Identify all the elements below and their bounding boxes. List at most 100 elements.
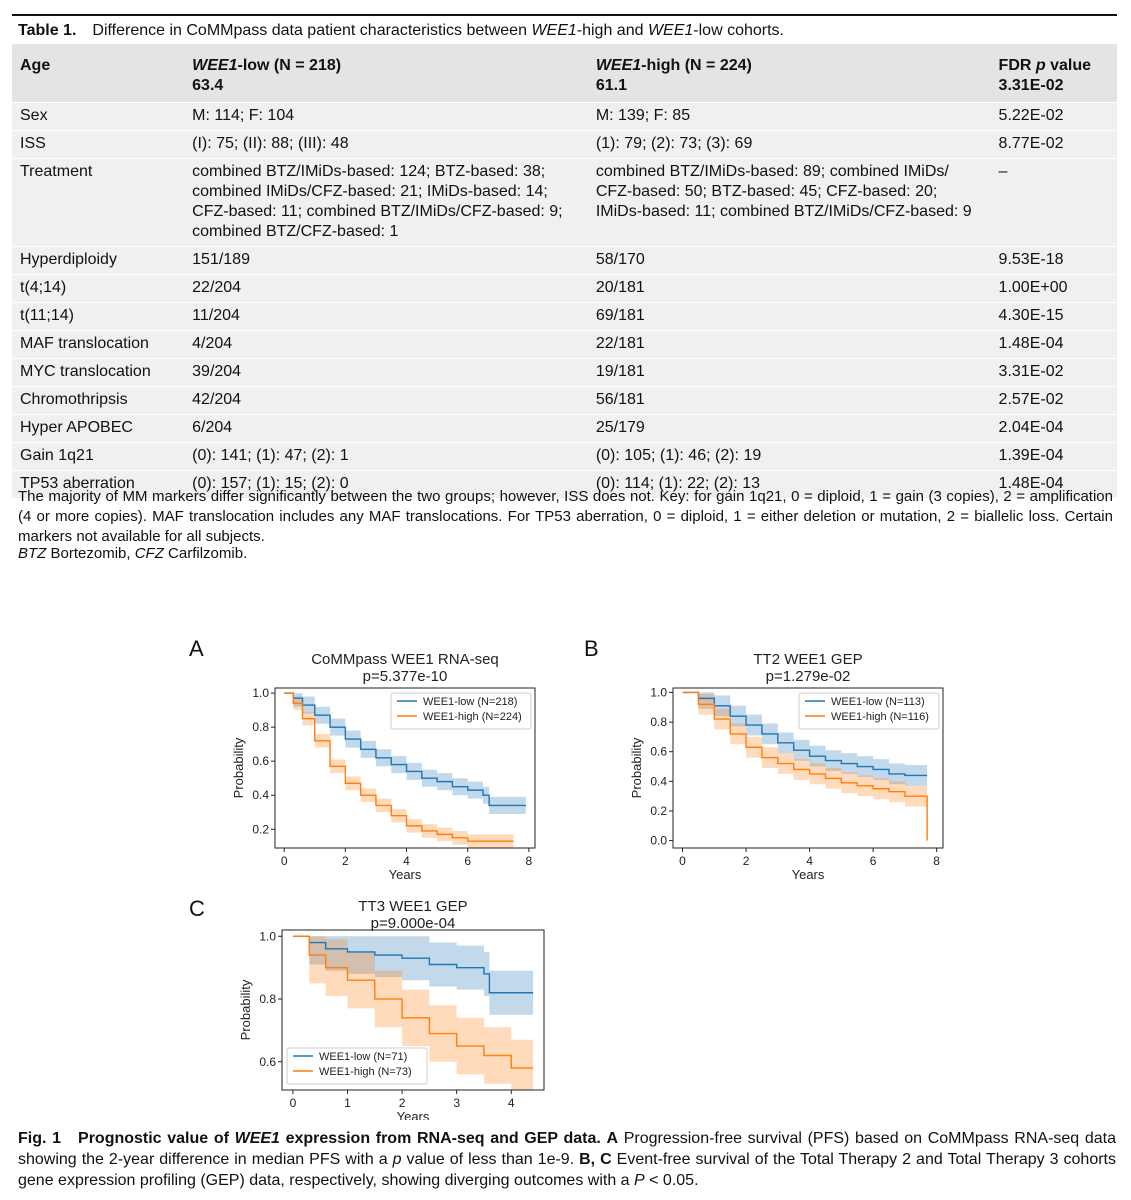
row-low: M: 114; F: 104 [184, 102, 588, 131]
table-row: ISS (I): 75; (II): 88; (III): 48 (1): 79; … [12, 130, 1117, 159]
panel-b-xtick-label: 4 [806, 854, 813, 868]
panel-c-xlabel: Years [397, 1109, 430, 1120]
row-fdr: 2.57E-02 [990, 386, 1117, 415]
row-fdr: – [990, 158, 1117, 247]
row-high: 20/181 [587, 274, 991, 303]
panel-b-ytick-label: 0.6 [650, 745, 667, 759]
row-high: 22/181 [587, 330, 991, 359]
table-row: MYC translocation 39/204 19/181 3.31E-02 [12, 358, 1117, 387]
row-high: (0): 114; (1): 22; (2): 13 [587, 470, 991, 498]
table-row: t(11;14) 11/204 69/181 4.30E-15 [12, 302, 1117, 331]
panel-a-subtitle: p=5.377e-10 [363, 668, 448, 685]
panel-b-xtick-label: 6 [870, 854, 877, 868]
row-label: Hyperdiploidy [12, 246, 185, 275]
panel-b-ytick-label: 0.4 [650, 774, 667, 788]
row-high: 58/170 [587, 246, 991, 275]
panel-c-legend-entry-0: WEE1-low (N=71) [319, 1051, 407, 1063]
table-row: Hyper APOBEC 6/204 25/179 2.04E-04 [12, 414, 1117, 443]
row-low: 6/204 [184, 414, 588, 443]
panel-a-ytick-label: 1.0 [252, 686, 269, 700]
row-fdr: 1.48E-04 [990, 330, 1117, 359]
panel-b-subtitle: p=1.279e-02 [766, 668, 851, 685]
panel-b-series-1-ci-band [682, 692, 928, 848]
table-row: Hyperdiploidy 151/189 58/170 9.53E-18 [12, 246, 1117, 275]
row-high: 25/179 [587, 414, 991, 443]
row-high: M: 139; F: 85 [587, 102, 991, 131]
row-fdr: 5.22E-02 [990, 102, 1117, 131]
panel-a-series-1-line [284, 692, 514, 842]
panel-a-xtick-label: 6 [464, 854, 471, 868]
panel-a-series-1-ci-band [284, 693, 514, 848]
panel-a-xtick-label: 2 [342, 854, 349, 868]
panel-c-xtick-label: 3 [453, 1096, 460, 1110]
row-low: (0): 141; (1): 47; (2): 1 [184, 442, 588, 471]
row-fdr: 4.30E-15 [990, 302, 1117, 331]
panel-c-series-0-ci-band [292, 936, 534, 1015]
row-fdr: 8.77E-02 [990, 130, 1117, 159]
row-fdr: 2.04E-04 [990, 414, 1117, 443]
table-top-rule [12, 14, 1117, 16]
panel-b-xlabel: Years [792, 867, 825, 882]
row-label: TP53 aberration [12, 470, 185, 498]
panel-c-legend-box [286, 1047, 428, 1085]
row-low: 11/204 [184, 302, 588, 331]
table-row: t(4;14) 22/204 20/181 1.00E+00 [12, 274, 1117, 303]
panel-b-series-1-line [682, 691, 928, 841]
panel-b-axes-frame [672, 687, 944, 849]
header-high: WEE1-high (N = 224) 61.1 [595, 57, 752, 94]
panel-c-series-1-ci-band [292, 936, 534, 1090]
panel-b-ytick-label: 0.8 [650, 715, 667, 729]
table-row: TP53 aberration (0): 157; (1): 15; (2): 0… [12, 470, 1117, 498]
panel-b-series-0-line [682, 691, 928, 777]
panel-c-ytick-label: 1.0 [259, 929, 276, 943]
row-low: 22/204 [184, 274, 588, 303]
panel-b-ytick-label: 0.2 [650, 804, 667, 818]
table-label: Table 1. [18, 22, 77, 39]
row-low: (0): 157; (1): 15; (2): 0 [184, 470, 588, 498]
row-fdr: 1.00E+00 [990, 274, 1117, 303]
row-low: 42/204 [184, 386, 588, 415]
row-low: 151/189 [184, 246, 588, 275]
row-high: 56/181 [587, 386, 991, 415]
row-label: t(4;14) [12, 274, 185, 303]
panel-c-series-0-line [292, 935, 534, 994]
row-fdr: 1.48E-04 [990, 470, 1117, 498]
panel-a-ytick-label: 0.4 [252, 788, 269, 802]
row-label: MYC translocation [12, 358, 185, 387]
table-row: MAF translocation 4/204 22/181 1.48E-04 [12, 330, 1117, 359]
panel-b-legend-box [798, 692, 940, 730]
panel-b-ylabel: Probability [629, 737, 644, 798]
panel-b-ytick-label: 1.0 [650, 685, 667, 699]
panel-a-xtick-label: 8 [526, 854, 533, 868]
panel-a-ytick-label: 0.6 [252, 754, 269, 768]
table-header-row: Age WEE1-low (N = 218) 63.4 WEE1-high (N … [12, 44, 1117, 103]
panel-c-ytick-label: 0.6 [259, 1055, 276, 1069]
table-abbreviations: BTZ Bortezomib, CFZ Carfilzomib. [18, 545, 248, 562]
panel-a-series-0-ci-band [284, 693, 526, 814]
panel-b-xtick-label: 2 [743, 854, 750, 868]
row-low: (I): 75; (II): 88; (III): 48 [184, 130, 588, 159]
row-high: (0): 105; (1): 46; (2): 19 [587, 442, 991, 471]
panel-a-legend-box [390, 692, 532, 730]
panel-c-xtick-label: 1 [344, 1096, 351, 1110]
row-high: 69/181 [587, 302, 991, 331]
row-low: combined BTZ/IMiDs-based: 124; BTZ-based… [184, 158, 588, 247]
panel-b-xtick-label: 8 [933, 854, 940, 868]
panel-c-subtitle: p=9.000e-04 [371, 915, 456, 932]
panel-b-ytick-label: 0.0 [650, 834, 667, 848]
row-fdr: 1.39E-04 [990, 442, 1117, 471]
panel-a-axes-frame [274, 687, 536, 849]
panel-letter-b: B [584, 636, 599, 661]
row-high: combined BTZ/IMiDs-based: 89; combined I… [587, 158, 991, 247]
characteristics-table: Age WEE1-low (N = 218) 63.4 WEE1-high (N … [12, 44, 1117, 498]
panel-b-xtick-label: 0 [679, 854, 686, 868]
row-label: Hyper APOBEC [12, 414, 185, 443]
panel-c-xtick-label: 0 [290, 1096, 297, 1110]
header-low: WEE1-low (N = 218) 63.4 [192, 57, 342, 94]
table-row: Treatment combined BTZ/IMiDs-based: 124; … [12, 158, 1117, 247]
panel-c-xtick-label: 2 [399, 1096, 406, 1110]
panel-letter-a: A [189, 636, 204, 661]
panel-a-ylabel: Probability [231, 737, 246, 798]
